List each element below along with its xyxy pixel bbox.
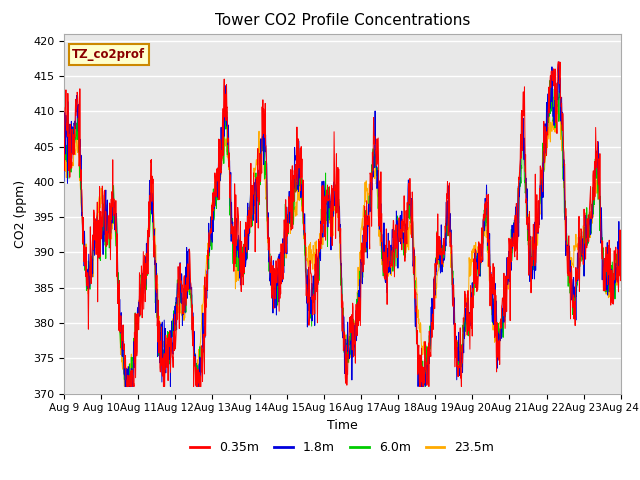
Y-axis label: CO2 (ppm): CO2 (ppm) (15, 180, 28, 248)
Title: Tower CO2 Profile Concentrations: Tower CO2 Profile Concentrations (214, 13, 470, 28)
Text: TZ_co2prof: TZ_co2prof (72, 48, 145, 61)
X-axis label: Time: Time (327, 419, 358, 432)
Legend: 0.35m, 1.8m, 6.0m, 23.5m: 0.35m, 1.8m, 6.0m, 23.5m (186, 436, 499, 459)
